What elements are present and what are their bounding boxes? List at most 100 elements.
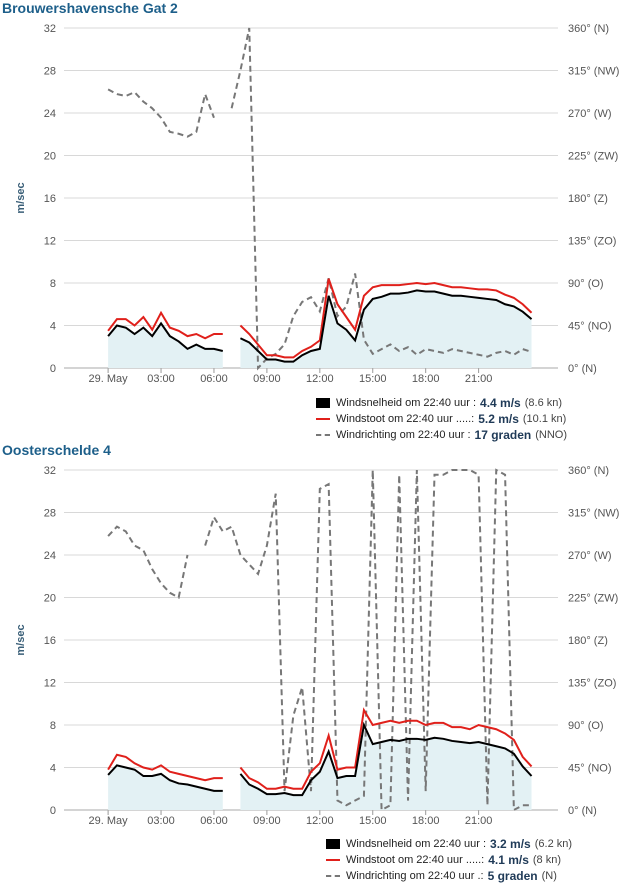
y-tick-label: 24 <box>44 108 56 120</box>
speed-area <box>108 765 223 810</box>
station-title: Brouwershavensche Gat 2 <box>2 0 178 16</box>
x-tick-label: 03:00 <box>147 373 175 385</box>
legend-item-gust[interactable]: Windstoot om 22:40 uur .....: 4.1 m/s (8… <box>326 852 572 868</box>
wind-chart-1: 0 4 8 12 16 20 24 28 32 0° (N) 45° (NO) 90° (O) 135°… <box>15 23 619 385</box>
gust-swatch <box>316 418 330 420</box>
y2-tick-label: 45° (NO) <box>568 763 612 775</box>
legend-value: 5.2 m/s <box>478 412 519 426</box>
legend-label: Windrichting om 22:40 uur : <box>336 429 471 441</box>
y-tick-label: 12 <box>44 678 56 690</box>
legend-value: 4.4 m/s <box>480 396 521 410</box>
y-tick-label: 0 <box>50 363 56 375</box>
y2-tick-label: 135° (ZO) <box>568 678 616 690</box>
y-tick-label: 12 <box>44 236 56 248</box>
y-tick-label: 20 <box>44 151 56 163</box>
x-tick-label: 03:00 <box>147 815 175 827</box>
gust-line <box>107 310 223 340</box>
legend-item-speed[interactable]: Windsnelheid om 22:40 uur : 4.4 m/s (8.6… <box>316 395 567 411</box>
legend-extra: (8.6 kn) <box>524 397 563 409</box>
y-tick-label: 8 <box>50 278 56 290</box>
y2-tick-label: 0° (N) <box>568 363 597 375</box>
y-tick-label: 28 <box>44 66 56 78</box>
speed-area <box>240 725 532 810</box>
y-tick-label: 16 <box>44 635 56 647</box>
x-tick-label: 09:00 <box>253 373 281 385</box>
x-tick-label: 29. May <box>89 373 129 385</box>
legend-value: 3.2 m/s <box>490 837 531 851</box>
x-tick-label: 15:00 <box>359 373 387 385</box>
legend-item-direction[interactable]: Windrichting om 22:40 uur : 17 graden (N… <box>316 427 567 443</box>
legend-label: Windstoot om 22:40 uur .....: <box>336 413 475 425</box>
x-tick-label: 06:00 <box>200 815 228 827</box>
y-tick-label: 28 <box>44 508 56 520</box>
y-tick-label: 0 <box>50 805 56 817</box>
y-tick-label: 4 <box>50 763 56 775</box>
y2-tick-label: 45° (NO) <box>568 321 612 333</box>
speed-swatch <box>326 839 340 849</box>
y2-tick-label: 225° (ZW) <box>568 151 618 163</box>
x-tick-label: 21:00 <box>465 373 493 385</box>
y-axis-label: m/sec <box>15 182 27 213</box>
direction-swatch <box>326 875 340 877</box>
legend-item-direction[interactable]: Windrichting om 22:40 uur .: 5 graden (N… <box>326 868 572 884</box>
chart-legend-2: Windsnelheid om 22:40 uur : 3.2 m/s (6.2… <box>326 836 572 884</box>
y2-tick-label: 0° (N) <box>568 805 597 817</box>
legend-value: 17 graden <box>474 428 532 442</box>
legend-item-gust[interactable]: Windstoot om 22:40 uur .....: 5.2 m/s (1… <box>316 411 567 427</box>
y2-tick-label: 360° (N) <box>568 465 609 477</box>
direction-line <box>230 27 532 371</box>
y2-tick-label: 270° (W) <box>568 550 612 562</box>
speed-line <box>107 321 224 352</box>
y-tick-label: 8 <box>50 720 56 732</box>
station-panel-1: Brouwershavensche Gat 2 0 4 8 12 16 20 24 28 32 0… <box>2 0 619 443</box>
y-tick-label: 32 <box>44 23 56 35</box>
y2-tick-label: 180° (Z) <box>568 193 608 205</box>
y2-tick-label: 360° (N) <box>568 23 609 35</box>
y2-tick-label: 315° (NW) <box>568 508 619 520</box>
legend-label: Windstoot om 22:40 uur .....: <box>346 854 485 866</box>
y-tick-label: 24 <box>44 550 56 562</box>
y-tick-label: 16 <box>44 193 56 205</box>
legend-extra: (8 kn) <box>532 854 562 866</box>
gust-line <box>239 707 533 790</box>
grid-lines <box>64 27 558 369</box>
chart-legend-1: Windsnelheid om 22:40 uur : 4.4 m/s (8.6… <box>316 395 567 443</box>
legend-label: Windsnelheid om 22:40 uur : <box>336 397 477 409</box>
gust-swatch <box>326 859 340 861</box>
y-tick-label: 4 <box>50 321 56 333</box>
speed-area <box>108 323 223 368</box>
x-tick-label: 18:00 <box>412 373 440 385</box>
direction-line <box>204 468 532 812</box>
speed-line <box>107 764 223 792</box>
station-title: Oosterschelde 4 <box>2 442 111 458</box>
x-tick-label: 18:00 <box>412 815 440 827</box>
direction-line <box>107 525 189 600</box>
y2-tick-label: 90° (O) <box>568 720 604 732</box>
x-tick-label: 15:00 <box>359 815 387 827</box>
y2-tick-label: 225° (ZW) <box>568 593 618 605</box>
gust-line <box>107 753 223 782</box>
x-tick-label: 12:00 <box>306 373 334 385</box>
speed-line <box>239 721 533 797</box>
legend-item-speed[interactable]: Windsnelheid om 22:40 uur : 3.2 m/s (6.2… <box>326 836 572 852</box>
x-tick-label: 06:00 <box>200 373 228 385</box>
y-tick-label: 20 <box>44 593 56 605</box>
legend-label: Windsnelheid om 22:40 uur : <box>346 838 487 850</box>
station-panel-2: Oosterschelde 4 0 4 8 12 16 20 24 28 32 0° (N) 45°… <box>0 442 632 886</box>
legend-extra: (N) <box>541 870 557 882</box>
legend-extra: (10.1 kn) <box>522 413 567 425</box>
speed-area <box>240 290 532 368</box>
x-tick-label: 21:00 <box>465 815 493 827</box>
legend-value: 4.1 m/s <box>488 853 529 867</box>
y-axis-label: m/sec <box>15 624 27 655</box>
y-tick-label: 32 <box>44 465 56 477</box>
y2-tick-label: 180° (Z) <box>568 635 608 647</box>
legend-extra: (6.2 kn) <box>534 838 573 850</box>
y2-tick-label: 90° (O) <box>568 278 604 290</box>
direction-swatch <box>316 434 330 436</box>
y2-tick-label: 135° (ZO) <box>568 236 616 248</box>
direction-line <box>107 88 215 138</box>
x-tick-label: 29. May <box>89 815 129 827</box>
x-tick-label: 09:00 <box>253 815 281 827</box>
speed-swatch <box>316 398 330 408</box>
